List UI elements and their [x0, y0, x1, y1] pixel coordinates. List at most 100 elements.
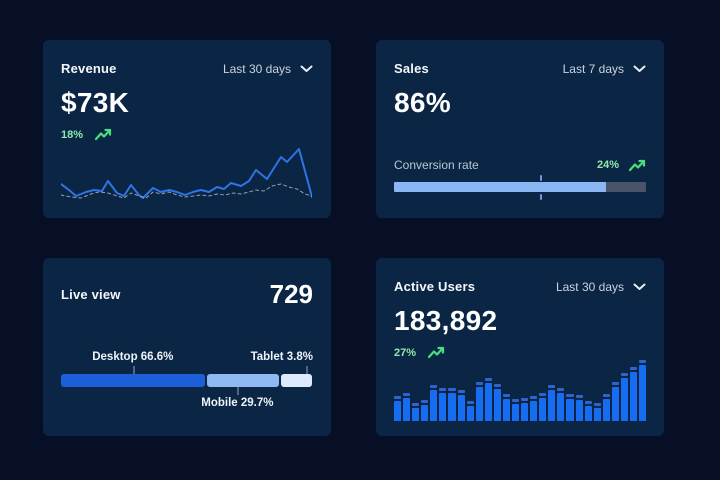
device-breakdown-chart: Desktop 66.6% Tablet 3.8% Mobile 29.7%	[61, 351, 313, 409]
user-bar	[521, 398, 529, 421]
sales-delta: 24%	[596, 159, 619, 171]
user-bar-cap	[575, 395, 583, 398]
user-bar-cap	[484, 378, 492, 381]
sales-delta-group: 24%	[597, 159, 646, 172]
revenue-range-dropdown[interactable]: Last 30 days	[223, 62, 313, 76]
active-users-card: Active Users Last 30 days 183,892 27%	[376, 258, 664, 436]
user-bar-body	[466, 406, 474, 421]
user-bar	[466, 401, 474, 421]
live-view-title: Live view	[61, 287, 121, 302]
user-bar	[611, 382, 619, 421]
user-bar	[403, 393, 411, 421]
target-marker	[540, 194, 543, 200]
chevron-down-icon	[633, 283, 646, 290]
user-bar-body	[602, 399, 610, 421]
user-bar	[457, 390, 465, 421]
user-bar-body	[620, 378, 629, 421]
conversion-rate-label: Conversion rate	[394, 158, 479, 172]
device-stacked-bar	[61, 374, 313, 387]
revenue-delta-row: 18%	[61, 128, 313, 141]
conversion-progress-fill	[394, 182, 606, 192]
user-bar	[421, 400, 429, 421]
sales-card: Sales Last 7 days 86% Conversion rate 24…	[376, 40, 664, 218]
active-users-range-dropdown[interactable]: Last 30 days	[556, 280, 646, 294]
user-bar-body	[448, 393, 456, 421]
user-bar-body	[457, 395, 465, 421]
user-bar-cap	[584, 401, 592, 404]
user-bar	[439, 388, 447, 421]
trending-up-icon	[95, 128, 112, 141]
current-line	[61, 148, 312, 199]
user-bar-cap	[630, 367, 638, 370]
user-bar	[512, 399, 520, 421]
desktop-segment-label: Desktop 66.6%	[92, 351, 174, 363]
user-bar	[566, 394, 574, 421]
revenue-range-label: Last 30 days	[222, 61, 291, 76]
user-bar-cap	[557, 388, 565, 391]
user-bar	[575, 395, 583, 421]
sales-title: Sales	[394, 61, 429, 76]
user-bar	[502, 394, 511, 421]
mobile-label-tick	[237, 387, 240, 395]
trending-up-icon	[629, 159, 646, 171]
user-bar-cap	[448, 388, 456, 391]
user-bar	[430, 385, 438, 421]
user-bar	[557, 388, 565, 421]
trending-up-icon	[428, 346, 445, 359]
user-bar	[539, 393, 547, 421]
live-view-card: Live view 729 Desktop 66.6% Tablet 3.8% …	[43, 258, 331, 436]
user-bar-cap	[512, 399, 520, 402]
user-bar-cap	[475, 382, 483, 385]
active-users-delta: 27%	[394, 346, 417, 359]
user-bar-body	[475, 387, 483, 421]
tablet-segment-label: Tablet 3.8%	[250, 351, 313, 363]
user-bar-cap	[639, 360, 647, 363]
user-bar-body	[403, 398, 411, 421]
user-bar-body	[630, 372, 638, 421]
sales-range-label: Last 7 days	[562, 61, 624, 76]
mobile-bar-segment	[206, 374, 279, 387]
user-bar-cap	[611, 382, 619, 385]
user-bar-cap	[439, 388, 447, 391]
user-bar	[602, 394, 610, 421]
user-bar-body	[639, 365, 647, 421]
live-view-value: 729	[269, 279, 313, 309]
user-bar	[475, 382, 483, 421]
user-bar	[448, 388, 456, 421]
user-bar-cap	[548, 385, 556, 388]
sales-card-header: Sales Last 7 days	[394, 61, 646, 76]
user-bar-cap	[466, 401, 474, 404]
live-view-card-header: Live view 729	[61, 279, 313, 310]
revenue-card: Revenue Last 30 days $73K 18%	[43, 40, 331, 218]
user-bar-cap	[502, 394, 511, 397]
user-bar-body	[394, 401, 402, 421]
active-users-title: Active Users	[394, 279, 476, 294]
mobile-segment-label: Mobile 29.7%	[201, 397, 274, 409]
user-bar-body	[575, 400, 583, 421]
user-bar-cap	[521, 398, 529, 401]
user-bar	[584, 401, 592, 421]
user-bar-cap	[394, 396, 402, 399]
user-bar-body	[521, 403, 529, 421]
chevron-down-icon	[300, 65, 313, 72]
user-bar-body	[539, 398, 547, 421]
user-bar-cap	[602, 394, 610, 397]
user-bar	[412, 403, 420, 421]
user-bar	[530, 396, 538, 421]
user-bar-cap	[539, 393, 547, 396]
user-bar-cap	[421, 400, 429, 403]
previous-line	[61, 183, 312, 199]
user-bar-cap	[493, 384, 501, 387]
user-bar-body	[493, 389, 501, 421]
user-bar	[620, 373, 629, 421]
revenue-value: $73K	[61, 87, 130, 118]
active-users-delta-row: 27%	[394, 346, 646, 359]
target-marker	[540, 175, 543, 181]
sales-range-dropdown[interactable]: Last 7 days	[563, 62, 646, 76]
sales-value: 86%	[394, 87, 451, 118]
tablet-bar-segment	[280, 374, 313, 387]
user-bar	[493, 384, 501, 421]
user-bar-body	[566, 399, 574, 421]
user-bar-body	[430, 390, 438, 421]
desktop-label-tick	[132, 366, 135, 374]
